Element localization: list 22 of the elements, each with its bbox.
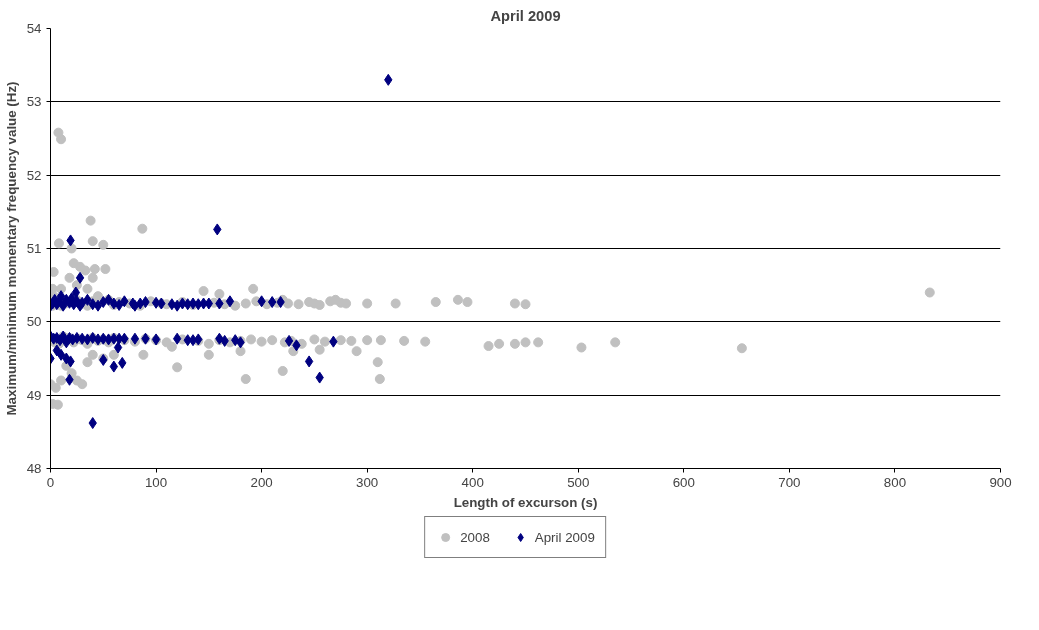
- x-tick-label: 900: [989, 474, 1012, 490]
- y-tick-label: 50: [26, 314, 42, 330]
- x-axis-title: Length of excurson (s): [453, 494, 598, 510]
- x-tick-label: 800: [883, 474, 907, 490]
- x-tick-label: 300: [356, 474, 379, 490]
- x-tick-label: 700: [778, 474, 801, 490]
- x-tick-label: 0: [46, 474, 55, 490]
- x-tick-label: 400: [461, 474, 484, 490]
- y-tick-label: 48: [26, 461, 42, 476]
- y-tick-label: 51: [26, 241, 42, 256]
- y-tick-label: 52: [26, 167, 42, 183]
- x-tick-label: 500: [567, 474, 590, 490]
- x-tick-label: 100: [144, 474, 168, 490]
- legend-label: 2008: [460, 529, 490, 545]
- chart-title: April 2009: [490, 7, 561, 24]
- y-tick-label: 54: [26, 21, 43, 36]
- x-tick-label: 600: [672, 474, 695, 490]
- y-axis-title: Maximum/minimum momentary frequency value (Hz): [3, 81, 19, 416]
- y-tick-label: 53: [26, 94, 42, 110]
- y-tick-label: 49: [26, 387, 42, 403]
- legend-label: April 2009: [534, 529, 595, 545]
- x-tick-label: 200: [250, 474, 273, 490]
